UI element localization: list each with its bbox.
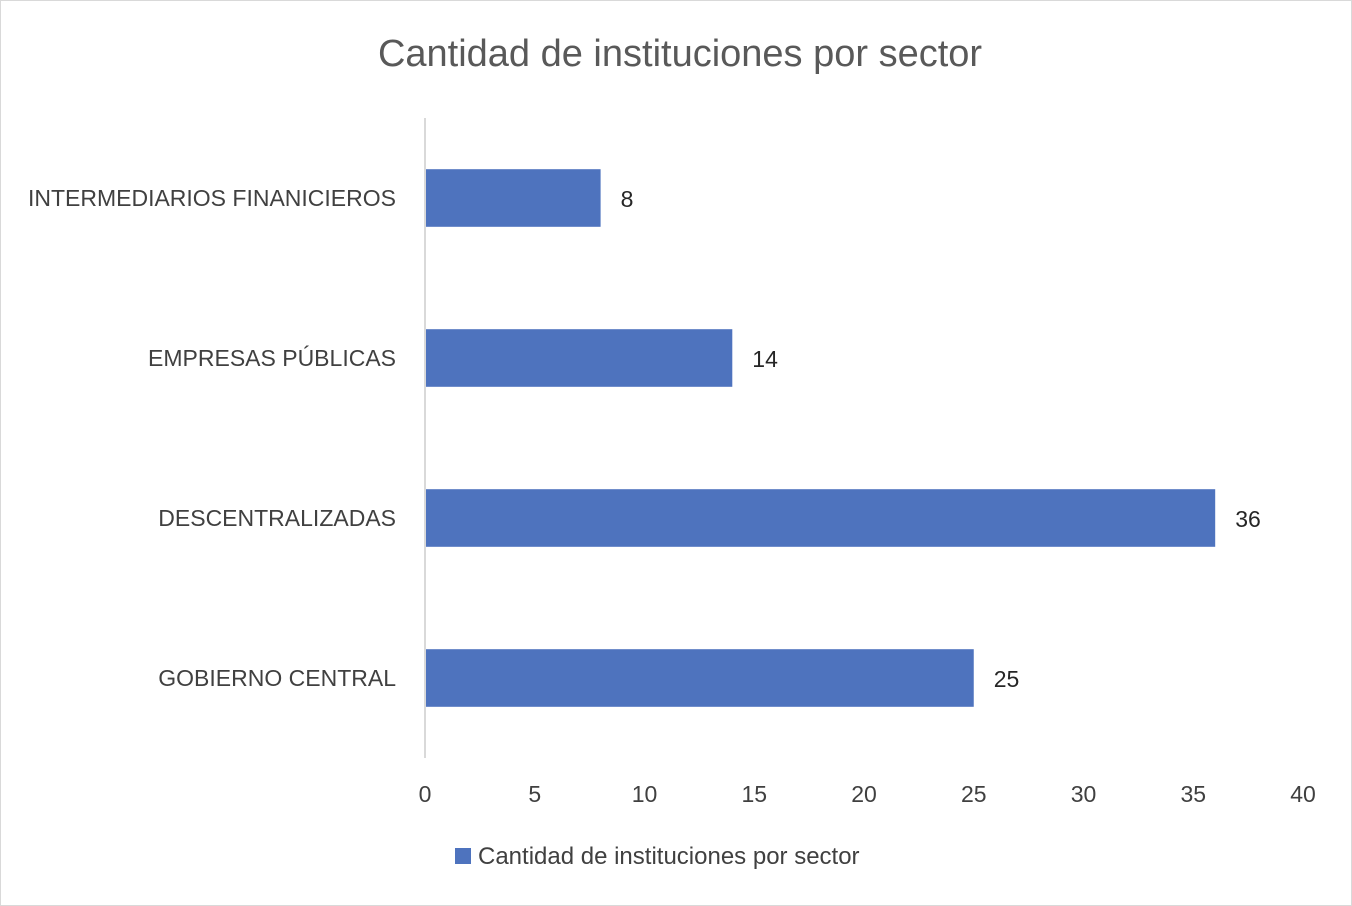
bar [426,649,974,707]
x-tick-label: 35 [1180,781,1206,807]
x-tick-label: 20 [851,781,877,807]
data-label: 14 [752,346,778,372]
category-label: EMPRESAS PÚBLICAS [148,345,396,371]
x-tick-label: 25 [961,781,987,807]
category-label: INTERMEDIARIOS FINANICIEROS [28,185,396,211]
x-tick-label: 30 [1071,781,1097,807]
x-axis-ticks: 0 5 10 15 20 25 30 35 40 [419,781,1316,807]
legend-swatch [455,848,471,864]
bars-layer [426,169,1216,707]
bar [426,489,1216,547]
category-label: GOBIERNO CENTRAL [158,665,396,691]
bar [426,169,601,227]
x-tick-label: 10 [632,781,658,807]
category-label: DESCENTRALIZADAS [158,505,396,531]
legend: Cantidad de instituciones por sector [455,843,860,870]
data-labels: 8 14 36 25 [621,186,1261,692]
data-label: 36 [1235,506,1261,532]
bar [426,329,733,387]
chart-title: Cantidad de instituciones por sector [378,33,982,75]
data-label: 25 [994,666,1020,692]
x-tick-label: 40 [1290,781,1316,807]
x-tick-label: 0 [419,781,432,807]
data-label: 8 [621,186,634,212]
category-labels: INTERMEDIARIOS FINANICIEROS EMPRESAS PÚBL… [28,185,396,691]
legend-label: Cantidad de instituciones por sector [478,843,860,870]
x-tick-label: 5 [528,781,541,807]
x-tick-label: 15 [741,781,767,807]
